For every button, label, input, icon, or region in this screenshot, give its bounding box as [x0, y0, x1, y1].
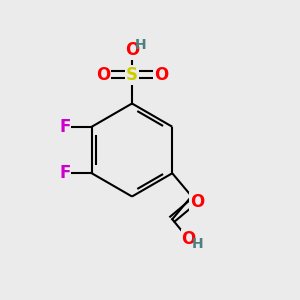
Text: S: S — [126, 66, 138, 84]
Text: O: O — [154, 66, 168, 84]
Text: F: F — [59, 164, 70, 182]
Text: O: O — [125, 41, 139, 59]
Text: F: F — [59, 118, 70, 136]
Text: H: H — [135, 38, 146, 52]
Text: O: O — [182, 230, 196, 248]
Text: O: O — [190, 193, 204, 211]
Text: O: O — [96, 66, 110, 84]
Text: H: H — [192, 237, 203, 251]
